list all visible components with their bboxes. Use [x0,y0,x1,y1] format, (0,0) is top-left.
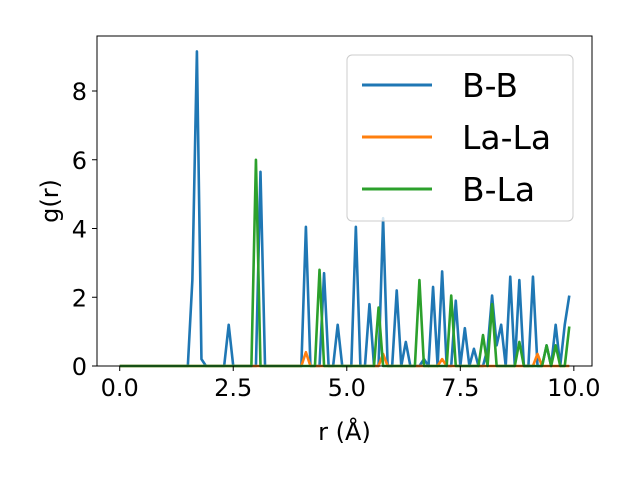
y-tick-label: 4 [72,216,87,244]
y-axis-label: g(r) [36,179,64,223]
plot-frame [96,35,593,367]
x-axis-label: r (Å) [318,417,371,446]
x-tick-label: 7.5 [441,374,479,402]
y-tick-label: 8 [72,78,87,106]
legend-label-la-la: La-La [462,118,551,157]
legend: B-B La-La B-La [346,54,574,222]
x-tick-label: 5.0 [328,374,366,402]
y-tick-label: 6 [72,147,87,175]
legend-label-b-b: B-B [462,66,518,105]
x-tick-label: 0.0 [101,374,139,402]
x-tick-label: 10.0 [547,374,600,402]
ticks-layer: 0.0 2.5 5.0 7.5 10.0 0 2 4 6 8 [72,78,601,402]
y-tick-label: 2 [72,284,87,312]
y-tick-label: 0 [72,353,87,381]
legend-box [346,54,574,222]
x-tick-label: 2.5 [214,374,252,402]
legend-label-b-la: B-La [462,170,535,209]
